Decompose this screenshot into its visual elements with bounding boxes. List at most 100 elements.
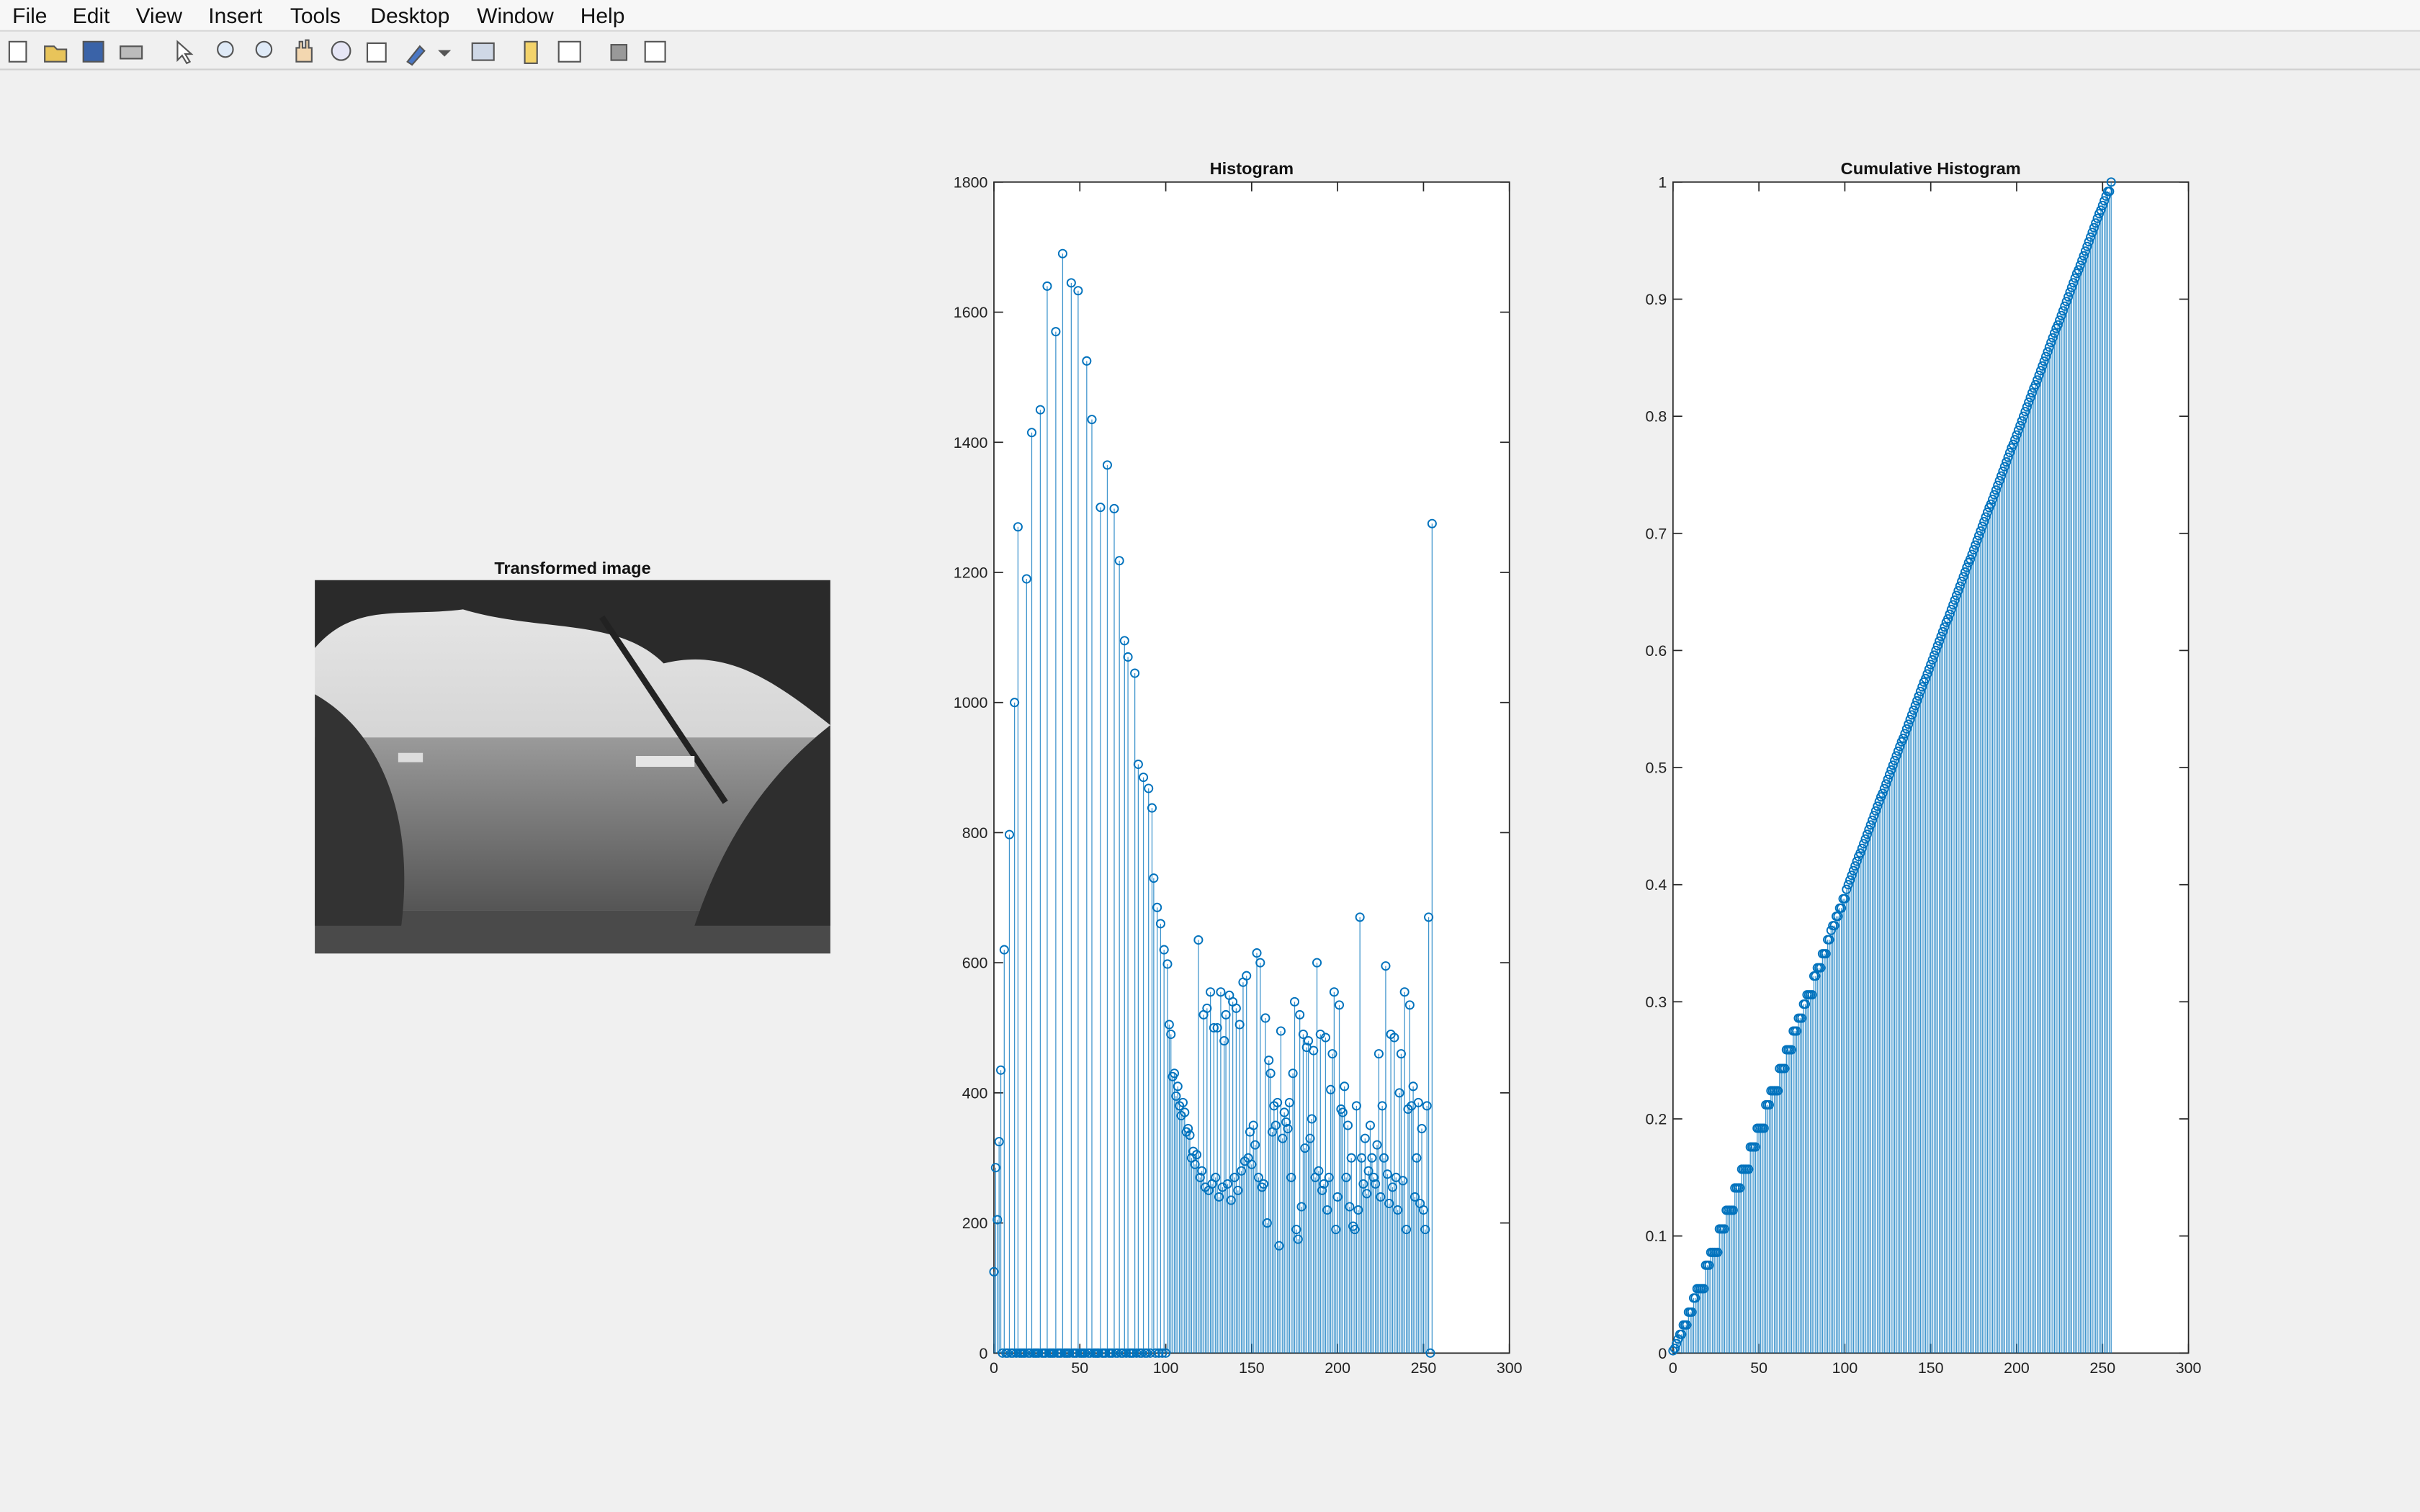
legend-icon[interactable] (557, 40, 581, 63)
menu-item[interactable]: Tools (290, 4, 341, 28)
menu-item[interactable]: Desktop (370, 4, 449, 28)
stem-marker (2039, 356, 2049, 366)
stem-marker (1065, 1348, 1075, 1358)
stem-marker (1279, 1107, 1289, 1117)
stem-marker (1909, 705, 1919, 715)
stem-marker (1248, 1120, 1258, 1130)
stem-marker (2048, 333, 2058, 343)
save-icon[interactable] (82, 40, 104, 63)
new-icon[interactable] (8, 40, 27, 63)
brush-dropdown[interactable] (438, 50, 452, 57)
stem-marker (1331, 1225, 1341, 1235)
stem-marker (1936, 631, 1946, 642)
stem-marker (1976, 526, 1986, 536)
x-tick-label: 100 (1832, 1359, 1858, 1377)
stem-marker (1233, 1185, 1243, 1195)
stem-marker (2043, 347, 2053, 357)
stem-marker (1904, 719, 1914, 729)
stem-marker (1998, 467, 2008, 477)
image-title: Transformed image (494, 559, 650, 577)
stem-marker (1154, 1348, 1164, 1358)
stem-marker (1149, 873, 1159, 883)
show-tools-icon[interactable] (644, 40, 666, 63)
stem-marker (2089, 222, 2099, 233)
stem-marker (1855, 848, 1865, 858)
stem-marker (1087, 415, 1097, 425)
stem-marker (1797, 1013, 1807, 1023)
x-tick-label: 300 (2176, 1359, 2202, 1377)
stem-marker (1157, 1348, 1168, 1358)
menu-item[interactable]: Window (477, 4, 554, 28)
stem-marker (2008, 439, 2018, 449)
rotate-icon[interactable] (331, 40, 351, 61)
stem-marker (1410, 1192, 1420, 1202)
brush-icon[interactable] (406, 45, 426, 66)
stem-marker (1848, 865, 1858, 876)
pointer-icon[interactable] (176, 40, 194, 65)
menu-item[interactable]: View (136, 4, 183, 28)
stem-marker (1792, 1026, 1802, 1036)
stem-marker (1161, 1348, 1171, 1358)
stem-marker (1948, 600, 1958, 610)
y-tick-label: 0.9 (1646, 291, 1667, 308)
x-tick-label: 50 (1750, 1359, 1767, 1377)
stem-marker (1265, 1068, 1276, 1079)
stem-marker (1967, 549, 1977, 559)
stem-marker (2020, 407, 2030, 417)
image-panel: Transformed image (315, 559, 830, 954)
stem-marker (1905, 714, 1915, 724)
datatip-icon[interactable] (366, 42, 387, 63)
stem-marker (996, 1065, 1006, 1075)
stem-marker (1185, 1130, 1195, 1140)
stem-marker (2091, 218, 2101, 228)
stem-marker (1221, 1009, 1231, 1020)
stem-marker (1363, 1166, 1373, 1176)
menu-bar (0, 0, 2420, 31)
stem-marker (1350, 1225, 1360, 1235)
menu-item[interactable]: Edit (73, 4, 110, 28)
stem-marker (1121, 1348, 1131, 1358)
stem-marker (989, 1266, 999, 1277)
stem-marker (1816, 963, 1826, 973)
stem-marker (1971, 540, 1981, 550)
stem-marker (1164, 1020, 1174, 1030)
stem-marker (1387, 1182, 1398, 1192)
stem-marker (2002, 457, 2012, 467)
stem-marker (1260, 1013, 1270, 1023)
zoom-in-icon[interactable] (217, 40, 234, 58)
colorbar-icon[interactable] (524, 40, 538, 64)
open-icon[interactable] (44, 45, 68, 63)
stem-marker (1937, 626, 1948, 636)
stem-marker (1178, 1097, 1188, 1107)
x-tick-label: 250 (2089, 1359, 2115, 1377)
hide-tools-icon[interactable] (610, 44, 628, 61)
stem-marker (1073, 286, 1083, 296)
stem-marker (2024, 397, 2034, 408)
menu-item[interactable]: Insert (208, 4, 263, 28)
menu-item[interactable]: Help (581, 4, 625, 28)
stem-marker (1082, 356, 1092, 366)
stem-marker (1377, 1101, 1387, 1111)
link-icon[interactable] (471, 42, 495, 61)
stem-marker (2022, 402, 2032, 412)
stem-marker (1381, 961, 1391, 971)
stem-marker (1750, 1142, 1760, 1152)
menu-item[interactable]: File (12, 4, 47, 28)
stem-marker (1960, 567, 1970, 577)
stem-marker (1672, 1338, 1682, 1349)
stem-marker (1324, 1172, 1334, 1182)
stem-marker (2030, 379, 2040, 390)
stem-marker (2074, 265, 2084, 275)
stem-marker (1677, 1329, 1687, 1339)
pan-icon[interactable] (295, 39, 313, 63)
stem-marker (1852, 856, 1862, 866)
stem-marker (1286, 1172, 1296, 1182)
stem-marker (1273, 1097, 1283, 1107)
stem-marker (2061, 297, 2071, 307)
print-icon[interactable] (120, 45, 143, 60)
stem-marker (1940, 622, 1950, 632)
stem-marker (1859, 839, 1869, 849)
stem-marker (1389, 1032, 1399, 1043)
zoom-out-icon[interactable] (255, 40, 273, 58)
y-tick-label: 1000 (954, 694, 988, 711)
